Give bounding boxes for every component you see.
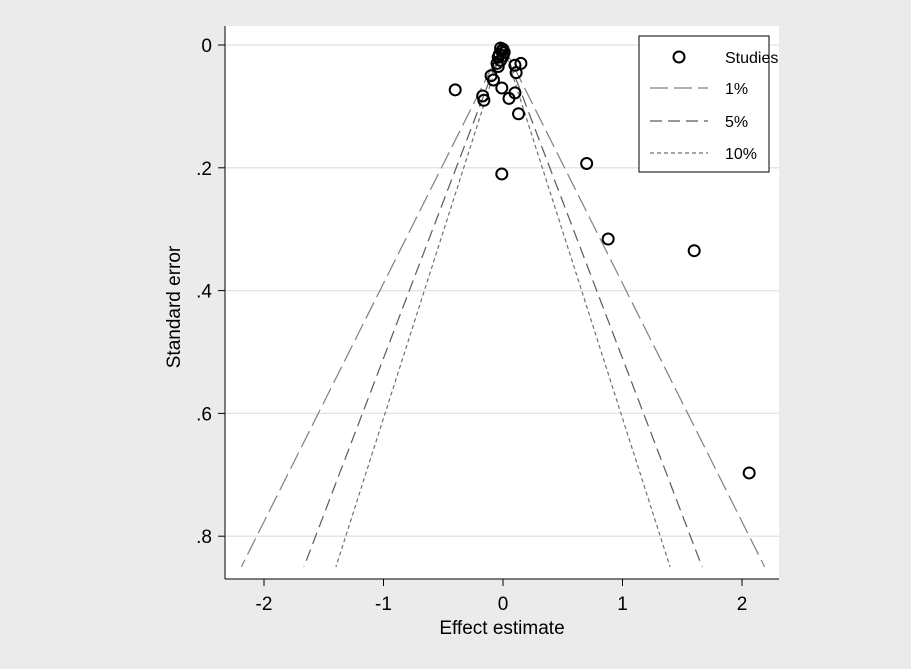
legend: Studies 1% 5% 10% [639, 36, 778, 172]
y-tick-label-2: .4 [196, 282, 212, 303]
legend-label-3: 10% [725, 146, 757, 163]
x-tick-label-4: 2 [737, 594, 748, 615]
y-tick-label-4: .8 [196, 527, 212, 548]
legend-label-2: 5% [725, 114, 748, 131]
x-axis-title: Effect estimate [439, 618, 564, 639]
x-tick-label-1: -1 [375, 594, 392, 615]
legend-label-1: 1% [725, 81, 748, 98]
y-tick-label-3: .6 [196, 404, 212, 425]
y-axis-title: Standard error [164, 245, 185, 368]
y-tick-label-1: .2 [196, 159, 212, 180]
y-tick-label-0: 0 [201, 36, 212, 57]
x-tick-label-0: -2 [256, 594, 273, 615]
x-tick-label-3: 1 [617, 594, 628, 615]
x-tick-label-2: 0 [498, 594, 509, 615]
legend-label-0: Studies [725, 50, 778, 67]
